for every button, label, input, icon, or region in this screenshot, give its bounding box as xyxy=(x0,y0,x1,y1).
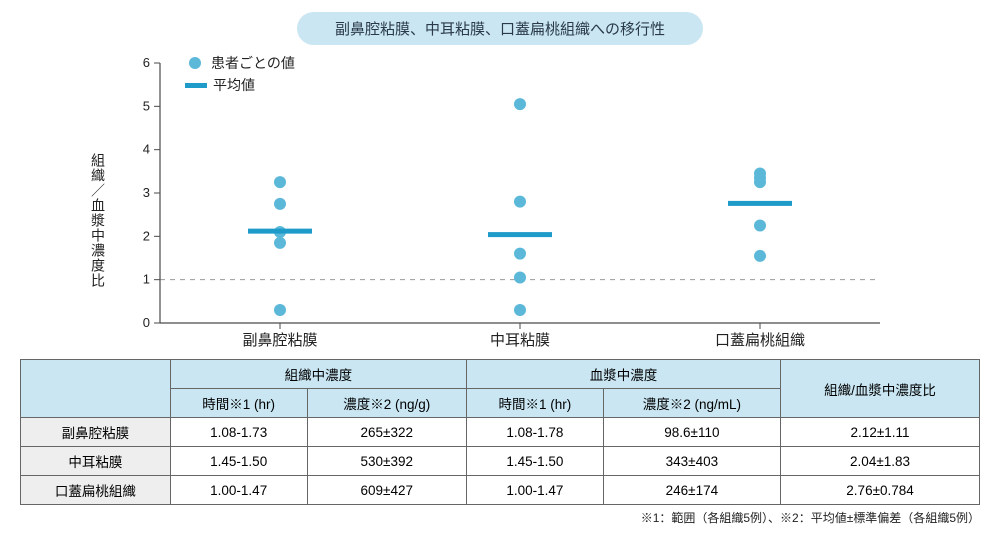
header-time-2: 時間※1 (hr) xyxy=(466,389,603,418)
data-table: 組織中濃度 血漿中濃度 組織/血漿中濃度比 時間※1 (hr) 濃度※2 (ng… xyxy=(20,359,980,505)
header-tissue-conc: 組織中濃度 xyxy=(170,360,466,389)
svg-text:副鼻腔粘膜: 副鼻腔粘膜 xyxy=(242,332,317,349)
cell: 98.6±110 xyxy=(603,418,780,447)
cell: 1.08-1.73 xyxy=(170,418,307,447)
cell: 530±392 xyxy=(307,447,466,476)
cell: 1.45-1.50 xyxy=(170,447,307,476)
svg-text:5: 5 xyxy=(143,98,150,113)
legend: 患者ごとの値 平均値 xyxy=(185,53,295,97)
scatter-chart: 0 1 2 3 4 5 6 副鼻腔粘膜 中耳粘膜 口蓋扁桃組織 xyxy=(90,53,910,353)
table-row: 口蓋扁桃組織1.00-1.47609±4271.00-1.47246±1742.… xyxy=(21,476,980,505)
cell: 1.08-1.78 xyxy=(466,418,603,447)
header-conc-g: 濃度※2 (ng/g) xyxy=(307,389,466,418)
header-plasma-conc: 血漿中濃度 xyxy=(466,360,780,389)
cell: 246±174 xyxy=(603,476,780,505)
table-row: 副鼻腔粘膜1.08-1.73265±3221.08-1.7898.6±1102.… xyxy=(21,418,980,447)
cell: 2.12±1.11 xyxy=(781,418,980,447)
cell: 1.45-1.50 xyxy=(466,447,603,476)
y-axis-label: 組織／血漿中濃度比 xyxy=(88,153,108,288)
chart-container: 組織／血漿中濃度比 患者ごとの値 平均値 0 1 2 3 4 5 6 副鼻腔粘膜 中耳粘膜 口蓋扁… xyxy=(90,53,910,353)
header-time-1: 時間※1 (hr) xyxy=(170,389,307,418)
cell: 609±427 xyxy=(307,476,466,505)
table-corner xyxy=(21,360,171,418)
cell: 2.76±0.784 xyxy=(781,476,980,505)
svg-text:中耳粘膜: 中耳粘膜 xyxy=(490,332,550,349)
footnote: ※1：範囲（各組織5例）、※2：平均値±標準偏差（各組織5例） xyxy=(20,509,980,526)
cell: 265±322 xyxy=(307,418,466,447)
svg-text:3: 3 xyxy=(143,185,150,200)
legend-bar-icon xyxy=(185,83,207,88)
header-ratio: 組織/血漿中濃度比 xyxy=(781,360,980,418)
row-label: 口蓋扁桃組織 xyxy=(21,476,171,505)
svg-text:口蓋扁桃組織: 口蓋扁桃組織 xyxy=(715,332,805,349)
svg-text:1: 1 xyxy=(143,272,150,287)
chart-title: 副鼻腔粘膜、中耳粘膜、口蓋扁桃組織への移行性 xyxy=(297,12,703,45)
svg-text:6: 6 xyxy=(143,55,150,70)
cell: 2.04±1.83 xyxy=(781,447,980,476)
header-conc-ml: 濃度※2 (ng/mL) xyxy=(603,389,780,418)
svg-text:2: 2 xyxy=(143,228,150,243)
legend-dot-label: 患者ごとの値 xyxy=(211,53,295,73)
legend-bar-label: 平均値 xyxy=(213,75,255,95)
svg-text:0: 0 xyxy=(143,315,150,330)
cell: 1.00-1.47 xyxy=(466,476,603,505)
row-label: 中耳粘膜 xyxy=(21,447,171,476)
cell: 1.00-1.47 xyxy=(170,476,307,505)
cell: 343±403 xyxy=(603,447,780,476)
row-label: 副鼻腔粘膜 xyxy=(21,418,171,447)
table-row: 中耳粘膜1.45-1.50530±3921.45-1.50343±4032.04… xyxy=(21,447,980,476)
svg-text:4: 4 xyxy=(143,142,150,157)
legend-dot-icon xyxy=(189,57,201,69)
